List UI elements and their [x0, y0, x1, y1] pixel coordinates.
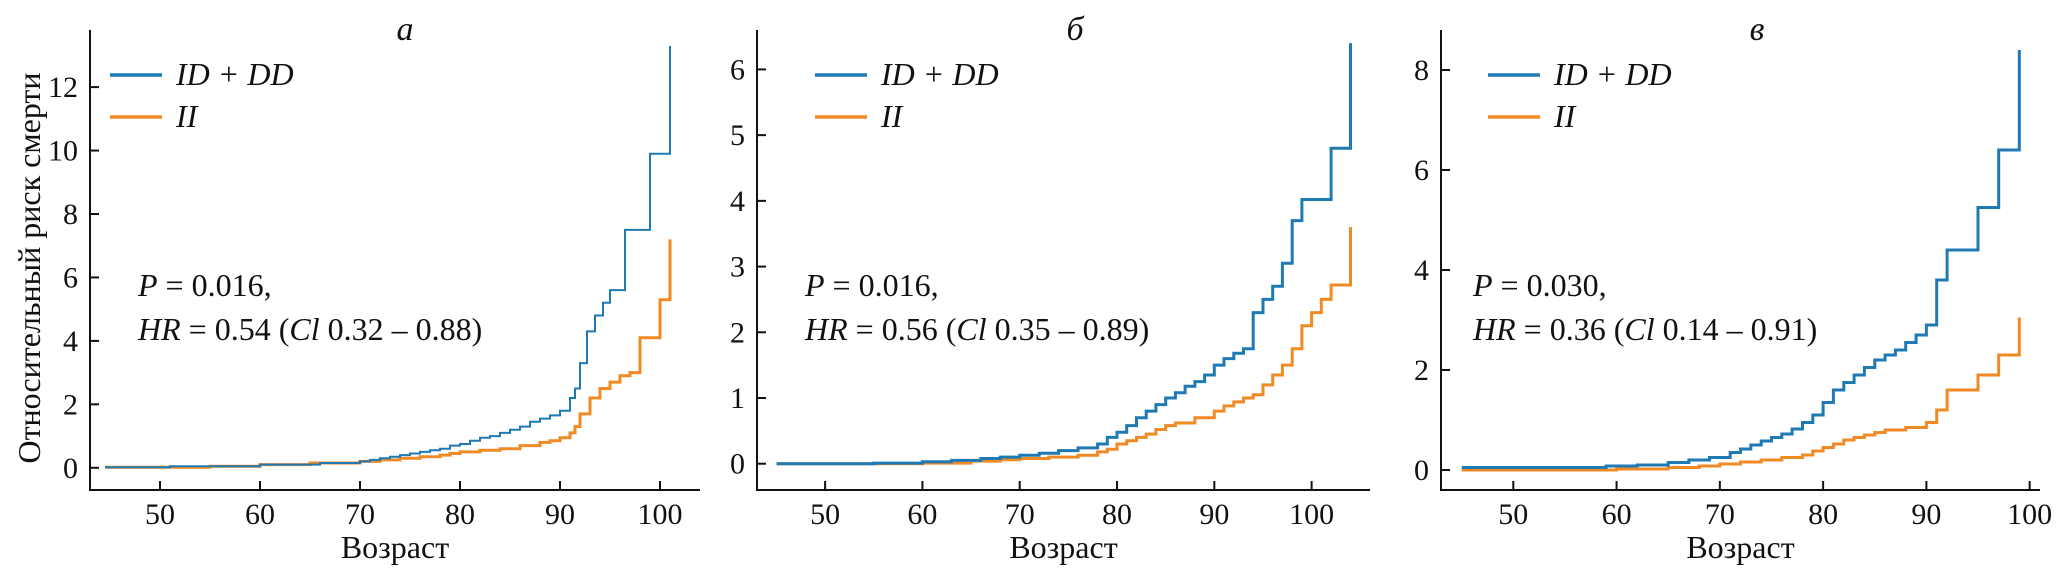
y-tick-label: 2 — [730, 316, 745, 349]
annotation-p-symbol: P — [1472, 267, 1493, 303]
series-ii-line — [1461, 317, 2021, 472]
panel-title: б — [1066, 11, 1085, 48]
y-tick-label: 0 — [730, 448, 745, 481]
series-id-dd-line — [1461, 50, 2021, 469]
y-tick-label: 2 — [63, 388, 78, 421]
y-tick-label: 6 — [1414, 154, 1429, 187]
x-tick-label: 80 — [1102, 498, 1132, 531]
annotation-hazard-ratio: HR = 0.56 (Cl 0.35 – 0.89) — [804, 311, 1149, 347]
panel-title: в — [1750, 11, 1765, 48]
panel-title: а — [397, 11, 414, 48]
x-tick-label: 50 — [145, 498, 175, 531]
y-tick-label: 2 — [1414, 354, 1429, 387]
legend-label-0: ID + DD — [1553, 56, 1672, 92]
annotation-p-symbol: P — [137, 267, 158, 303]
y-tick-label: 4 — [1414, 254, 1429, 287]
annotation-hazard-ratio: HR = 0.36 (Cl 0.14 – 0.91) — [1472, 311, 1817, 347]
x-tick-label: 70 — [1005, 498, 1035, 531]
x-tick-label: 100 — [1289, 498, 1334, 531]
y-tick-label: 0 — [1414, 454, 1429, 487]
annotation-hazard-ratio: HR = 0.54 (Cl 0.32 – 0.88) — [137, 311, 482, 347]
annotation-hr-symbol: HR — [137, 311, 181, 347]
y-tick-label: 4 — [730, 185, 745, 218]
x-tick-label: 70 — [1705, 498, 1735, 531]
axis-spines — [1440, 30, 2040, 491]
x-tick-label: 90 — [1199, 498, 1229, 531]
annotation-p-text: = 0.016, — [158, 267, 272, 303]
panel-1: б 50 60 70 80 90 100 0 1 2 3 4 5 6 Возраст ID + DD II P =… — [730, 11, 1370, 565]
shared-y-axis-label: Относительный риск смерти — [11, 72, 47, 463]
legend-label-1: II — [880, 98, 904, 134]
y-tick-label: 6 — [63, 261, 78, 294]
annotation-hr-symbol: HR — [804, 311, 848, 347]
y-tick-label: 4 — [63, 325, 78, 358]
x-tick-label: 60 — [1602, 498, 1632, 531]
annotation-p-value: P = 0.030, — [1472, 267, 1607, 303]
annotation-ci-symbol: Cl — [289, 311, 319, 347]
y-tick-label: 0 — [63, 452, 78, 485]
annotation-ci-symbol: Cl — [1624, 311, 1654, 347]
annotation-p-value: P = 0.016, — [804, 267, 939, 303]
series-ii-line — [105, 239, 672, 469]
y-tick-label: 10 — [48, 135, 78, 168]
annotation-hr-value: = 0.36 ( — [1516, 311, 1625, 347]
annotation-ci-range: 0.35 – 0.89) — [987, 311, 1150, 347]
x-tick-label: 70 — [345, 498, 375, 531]
annotation-p-symbol: P — [804, 267, 825, 303]
legend-label-1: II — [175, 98, 199, 134]
x-tick-label: 80 — [445, 498, 475, 531]
x-axis-label: Возраст — [341, 529, 449, 565]
series-id-dd-line — [776, 43, 1352, 466]
annotation-hr-symbol: HR — [1472, 311, 1516, 347]
x-axis-label: Возраст — [1686, 529, 1794, 565]
y-tick-label: 12 — [48, 71, 78, 104]
series-id-dd-line — [105, 45, 671, 469]
x-tick-label: 100 — [2007, 498, 2052, 531]
legend-label-0: ID + DD — [880, 56, 999, 92]
x-tick-label: 60 — [245, 498, 275, 531]
x-tick-label: 100 — [638, 498, 683, 531]
y-tick-label: 8 — [1414, 54, 1429, 87]
annotation-ci-symbol: Cl — [956, 311, 986, 347]
annotation-ci-range: 0.32 – 0.88) — [320, 311, 483, 347]
annotation-hr-value: = 0.54 ( — [181, 311, 290, 347]
annotation-p-text: = 0.030, — [1493, 267, 1607, 303]
legend-label-0: ID + DD — [175, 56, 294, 92]
x-axis-label: Возраст — [1009, 529, 1117, 565]
x-tick-label: 80 — [1808, 498, 1838, 531]
x-tick-label: 90 — [545, 498, 575, 531]
y-tick-label: 3 — [730, 251, 745, 284]
y-tick-label: 5 — [730, 119, 745, 152]
panel-2: в 50 60 70 80 90 100 0 2 4 6 8 Возраст ID + DD II P = 0… — [1414, 11, 2052, 565]
legend-label-1: II — [1553, 98, 1577, 134]
x-tick-label: 50 — [810, 498, 840, 531]
annotation-p-text: = 0.016, — [825, 267, 939, 303]
axis-spines — [756, 30, 1370, 491]
axis-spines — [89, 30, 700, 491]
x-tick-label: 60 — [907, 498, 937, 531]
y-tick-label: 1 — [730, 382, 745, 415]
y-tick-label: 6 — [730, 53, 745, 86]
x-tick-label: 50 — [1498, 498, 1528, 531]
y-tick-label: 8 — [63, 198, 78, 231]
annotation-p-value: P = 0.016, — [137, 267, 272, 303]
series-ii-line — [776, 227, 1352, 466]
panel-0: а 50 60 70 80 90 100 0 2 4 6 8 10 12 Возраст ID + DD II P… — [48, 11, 700, 565]
x-tick-label: 90 — [1911, 498, 1941, 531]
annotation-ci-range: 0.14 – 0.91) — [1655, 311, 1818, 347]
annotation-hr-value: = 0.56 ( — [848, 311, 957, 347]
